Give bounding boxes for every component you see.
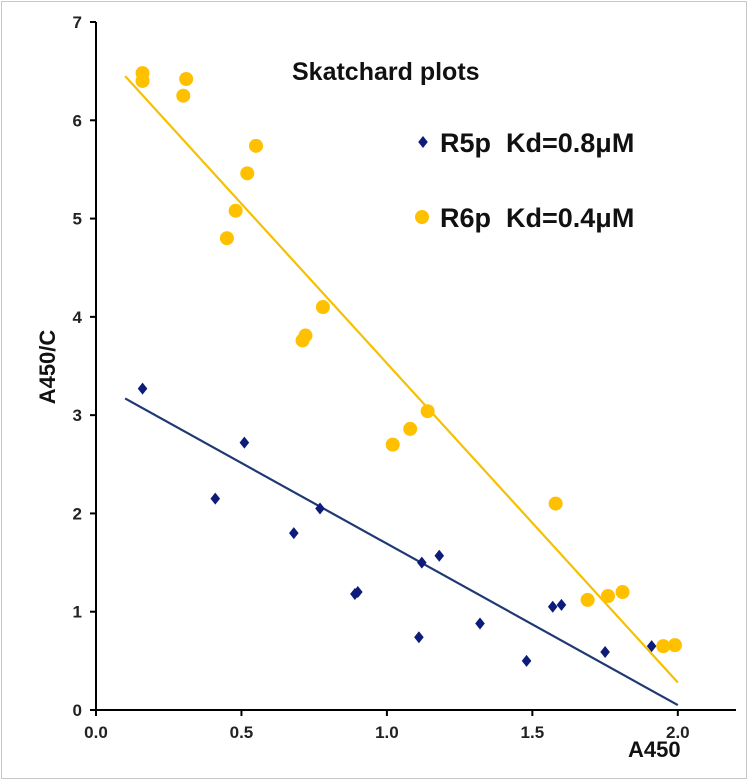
r5p-point — [315, 502, 325, 515]
r5p-point — [417, 556, 427, 569]
legend-marker-r6p — [415, 210, 429, 224]
y-tick-label: 6 — [73, 111, 82, 130]
y-tick-label: 0 — [73, 701, 82, 720]
r6p-point — [298, 328, 313, 343]
r6p-point — [315, 300, 330, 315]
r6p-point — [420, 404, 435, 419]
r6p-fit-line — [124, 75, 679, 684]
y-tick-label: 5 — [73, 210, 82, 229]
r5p-point — [646, 640, 657, 653]
axes — [95, 22, 736, 711]
r5p-point — [414, 631, 424, 644]
r5p-point — [475, 617, 485, 630]
r5p-point — [137, 382, 148, 395]
y-tick-label: 1 — [73, 603, 82, 622]
r6p-point — [601, 588, 615, 603]
r6p-point — [403, 421, 418, 436]
x-tick-label: 0.5 — [230, 723, 254, 742]
r6p-point — [615, 585, 630, 600]
x-tick-label: 0.0 — [84, 723, 108, 742]
r5p-point — [600, 646, 610, 659]
x-tick-label: 1.0 — [375, 723, 399, 742]
r5p-point — [434, 549, 445, 562]
y-tick-label: 7 — [73, 13, 82, 32]
r6p-point — [176, 88, 191, 103]
r5p-point — [556, 598, 567, 611]
r6p-point — [667, 638, 682, 653]
x-tick-label: 1.5 — [521, 723, 545, 742]
legend-label-r5p: R5p Kd=0.8μM — [440, 128, 634, 158]
x-axis-label: A450 — [628, 737, 681, 762]
y-tick-label: 3 — [73, 406, 82, 425]
chart-title: Skatchard plots — [292, 58, 480, 86]
x-tick-label: 2.0 — [666, 723, 690, 742]
r5p-point — [353, 586, 363, 599]
r6p-point — [240, 166, 255, 181]
r6p-point — [249, 138, 263, 153]
r6p-point — [135, 73, 150, 88]
y-ticks: 0 1 2 3 4 5 6 7 — [73, 13, 96, 720]
r5p-point — [521, 654, 532, 667]
r5p-point — [239, 436, 250, 449]
legend: R5p Kd=0.8μM R6p Kd=0.4μM — [415, 128, 634, 233]
r5p-fit-line — [124, 397, 679, 707]
y-tick-label: 4 — [73, 308, 83, 327]
r6p-point — [385, 437, 400, 452]
fit-lines — [124, 75, 679, 707]
y-tick-label: 2 — [73, 504, 82, 523]
legend-marker-r5p — [418, 136, 428, 148]
r6p-point — [179, 72, 194, 87]
y-axis-label: A450/C — [35, 330, 60, 405]
x-ticks: 0.0 0.5 1.0 1.5 2.0 — [84, 710, 690, 742]
data-points — [135, 66, 682, 667]
r6p-point — [228, 203, 243, 218]
r6p-point — [548, 496, 563, 511]
r5p-point — [210, 492, 221, 505]
r5p-point — [289, 527, 299, 540]
legend-label-r6p: R6p Kd=0.4μM — [440, 203, 634, 233]
r6p-point — [219, 231, 234, 246]
r6p-point — [656, 639, 671, 654]
r5p-point — [547, 600, 558, 613]
r6p-point — [580, 592, 595, 607]
